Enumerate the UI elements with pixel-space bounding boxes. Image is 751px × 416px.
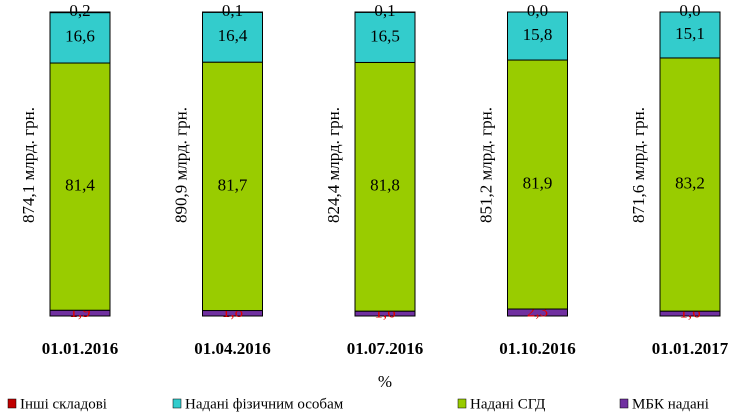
x-tick-label: 01.07.2016 [347, 339, 424, 358]
legend-text: Надані фізичним особам [185, 396, 344, 412]
value-label: 16,5 [370, 26, 400, 45]
bar-segment [507, 59, 568, 310]
legend-text: Інші складові [20, 396, 107, 412]
annotation: 874,1 млрд. грн. [19, 107, 38, 223]
legend-text: Надані СГД [470, 396, 545, 412]
value-label: 83,2 [675, 173, 705, 192]
bar-segment [202, 61, 263, 312]
legend-marker [172, 398, 182, 409]
legend-marker [619, 398, 629, 409]
x-tick-label: 01.01.2017 [652, 339, 729, 358]
legend-marker [7, 398, 17, 409]
value-label: 16,6 [65, 27, 95, 46]
value-label: 15,8 [523, 25, 553, 44]
x-tick-label: 01.10.2016 [499, 339, 576, 358]
value-label: 81,9 [523, 173, 553, 192]
value-label: 0,2 [69, 1, 90, 20]
bar-segment [49, 11, 111, 14]
value-label: 0,1 [374, 1, 395, 20]
annotation: 890,9 млрд. грн. [171, 107, 190, 223]
annotation: 824,4 млрд. грн. [324, 107, 343, 223]
bar-segment [354, 61, 416, 312]
value-label: 81,7 [218, 175, 248, 194]
legend-text: МБК надані [632, 396, 709, 412]
bar-segment [507, 11, 568, 61]
legend-marker [457, 398, 467, 409]
x-axis-label: % [378, 372, 392, 391]
value-label: 81,8 [370, 176, 400, 195]
bar-segment [49, 62, 111, 311]
x-tick-label: 01.04.2016 [194, 339, 271, 358]
value-label: 0,0 [679, 1, 700, 20]
value-label: 0,1 [222, 1, 243, 20]
bar-segment [659, 57, 721, 312]
annotation: 851,2 млрд. грн. [476, 107, 495, 223]
bar-segment [202, 11, 263, 63]
bar-segment [49, 12, 111, 64]
annotation: 871,6 млрд. грн. [629, 107, 648, 223]
value-label: 0,0 [527, 1, 548, 20]
x-tick-label: 01.01.2016 [42, 339, 119, 358]
value-label: 15,1 [675, 24, 705, 43]
value-label: 16,4 [218, 26, 248, 45]
value-label: 81,4 [65, 176, 95, 195]
bar-segment [659, 11, 721, 59]
